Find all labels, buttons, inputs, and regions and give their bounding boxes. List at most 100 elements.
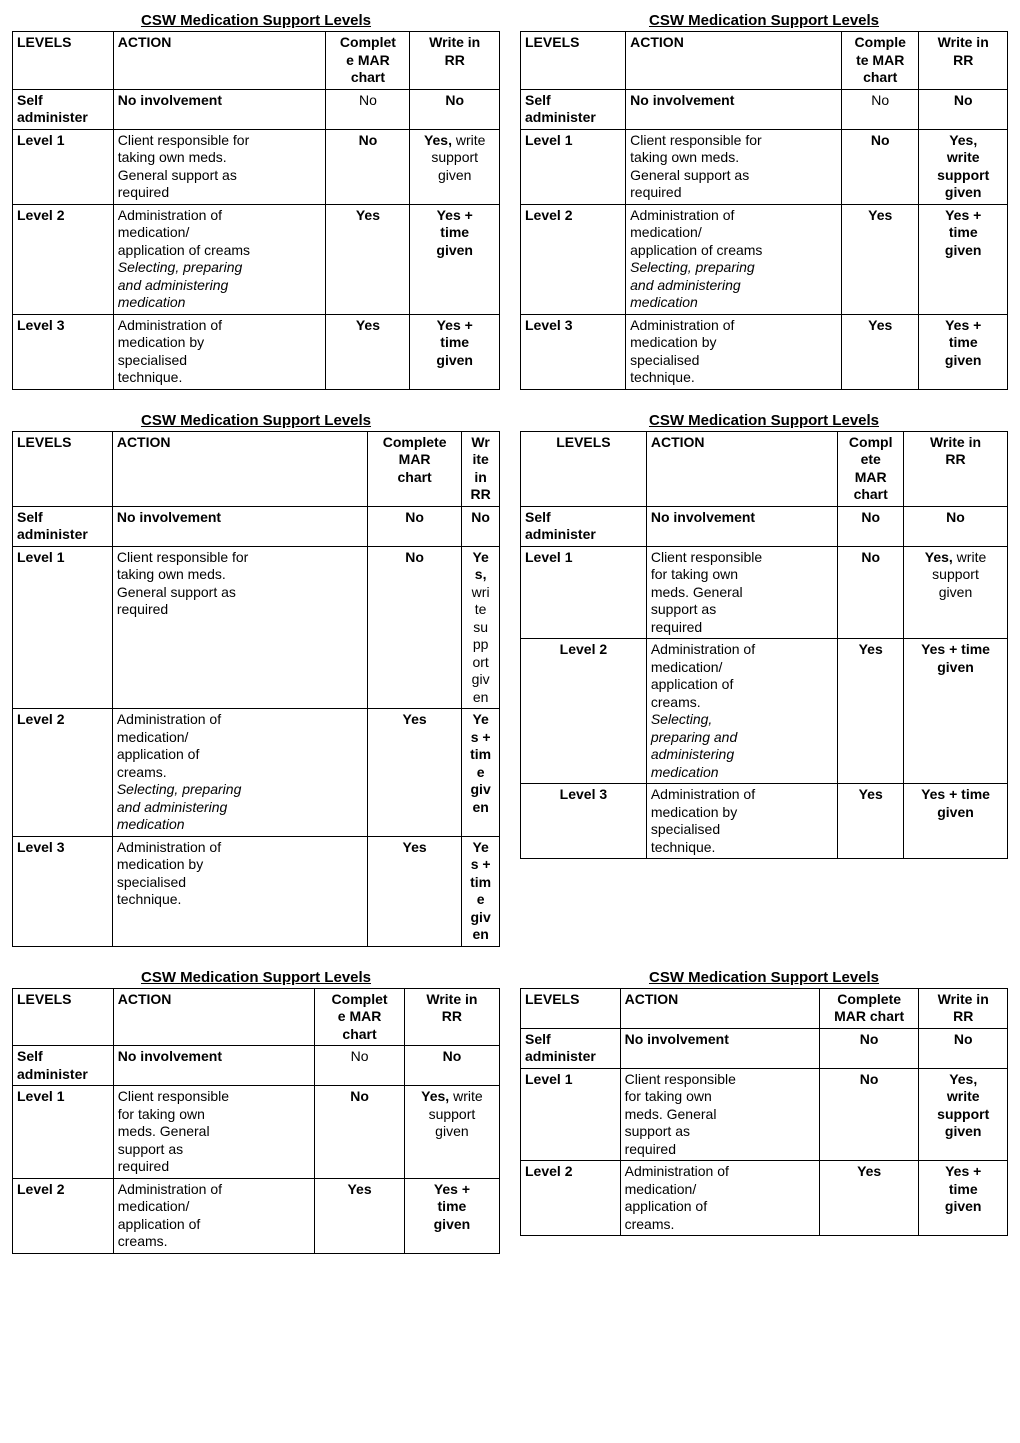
cell-rr: Yes +timegiven bbox=[919, 1161, 1008, 1236]
cell-rr: Yes,writesupportgiven bbox=[919, 1068, 1008, 1161]
cell-level: Level 2 bbox=[521, 204, 626, 314]
cell-mar: No bbox=[367, 506, 461, 546]
cell-mar: Yes bbox=[841, 204, 918, 314]
support-table-6: LEVELS ACTION CompleteMAR chart Write in… bbox=[520, 988, 1008, 1237]
table-block-5: CSW Medication Support Levels LEVELS ACT… bbox=[12, 969, 500, 1254]
col-mar: Complete MARchart bbox=[841, 32, 918, 90]
cell-level: Selfadminister bbox=[521, 89, 626, 129]
header-row: LEVELS ACTION CompleteMAR chart Write in… bbox=[521, 988, 1008, 1028]
table-row: Level 2 Administration ofmedication/appl… bbox=[521, 639, 1008, 784]
cell-rr: Yes,writesupportgiven bbox=[462, 546, 500, 709]
col-mar: CompleteMAR chart bbox=[819, 988, 919, 1028]
cell-action: Administration ofmedication/application … bbox=[626, 204, 842, 314]
col-action: ACTION bbox=[620, 988, 819, 1028]
table-row: Level 2 Administration ofmedication/appl… bbox=[13, 1178, 500, 1253]
table-row: Level 3 Administration ofmedication bysp… bbox=[13, 314, 500, 389]
cell-action: Client responsiblefor taking ownmeds. Ge… bbox=[620, 1068, 819, 1161]
cell-mar: No bbox=[838, 546, 904, 639]
cell-mar: Yes bbox=[819, 1161, 919, 1236]
cell-level: Level 3 bbox=[13, 314, 114, 389]
cell-action: Administration ofmedication/application … bbox=[646, 639, 838, 784]
table-row: Level 1 Client responsible fortaking own… bbox=[13, 129, 500, 204]
cell-mar: Yes bbox=[838, 639, 904, 784]
cell-action: Client responsible fortaking own meds.Ge… bbox=[112, 546, 367, 709]
cell-action: No involvement bbox=[112, 506, 367, 546]
col-levels: LEVELS bbox=[521, 32, 626, 90]
table-title: CSW Medication Support Levels bbox=[520, 12, 1008, 29]
cell-rr: No bbox=[462, 506, 500, 546]
cell-level: Selfadminister bbox=[521, 1028, 621, 1068]
col-mar: CompleteMARchart bbox=[367, 431, 461, 506]
cell-mar: No bbox=[315, 1086, 405, 1179]
table-row: Level 1 Client responsiblefor taking own… bbox=[521, 546, 1008, 639]
col-levels: LEVELS bbox=[13, 431, 113, 506]
cell-action: Client responsible fortaking own meds.Ge… bbox=[626, 129, 842, 204]
cell-action: Administration ofmedication/application … bbox=[620, 1161, 819, 1236]
header-row: LEVELS ACTION CompleteMARchart Write inR… bbox=[521, 431, 1008, 506]
cell-action: Administration ofmedication byspecialise… bbox=[626, 314, 842, 389]
cell-action: No involvement bbox=[620, 1028, 819, 1068]
cell-mar: No bbox=[326, 129, 410, 204]
header-row: LEVELS ACTION Complete MARchart Write in… bbox=[521, 32, 1008, 90]
support-table-5: LEVELS ACTION Complete MARchart Write in… bbox=[12, 988, 500, 1254]
cell-mar: No bbox=[841, 89, 918, 129]
cell-mar: Yes bbox=[367, 836, 461, 946]
cell-level: Level 3 bbox=[521, 314, 626, 389]
support-table-4: LEVELS ACTION CompleteMARchart Write inR… bbox=[520, 431, 1008, 860]
table-title: CSW Medication Support Levels bbox=[12, 969, 500, 986]
cell-level: Level 1 bbox=[13, 546, 113, 709]
cell-level: Selfadminister bbox=[13, 1046, 114, 1086]
col-rr: Write inRR bbox=[410, 32, 500, 90]
cell-mar: No bbox=[315, 1046, 405, 1086]
cell-level: Level 1 bbox=[521, 129, 626, 204]
cell-level: Level 2 bbox=[521, 639, 647, 784]
col-action: ACTION bbox=[646, 431, 838, 506]
cell-rr: Yes + timegiven bbox=[904, 639, 1008, 784]
col-mar: CompleteMARchart bbox=[838, 431, 904, 506]
cell-rr: Yes +timegiven bbox=[410, 314, 500, 389]
cell-action: Administration ofmedication byspecialise… bbox=[646, 784, 838, 859]
table-title: CSW Medication Support Levels bbox=[520, 969, 1008, 986]
table-row: Level 1 Client responsible fortaking own… bbox=[13, 546, 500, 709]
cell-level: Selfadminister bbox=[13, 89, 114, 129]
table-title: CSW Medication Support Levels bbox=[12, 12, 500, 29]
col-levels: LEVELS bbox=[521, 431, 647, 506]
table-row: Selfadminister No involvement No No bbox=[13, 1046, 500, 1086]
col-action: ACTION bbox=[113, 988, 315, 1046]
table-row: Level 2 Administration ofmedication/appl… bbox=[13, 709, 500, 837]
table-row: Level 1 Client responsiblefor taking own… bbox=[521, 1068, 1008, 1161]
col-levels: LEVELS bbox=[13, 988, 114, 1046]
cell-rr: Yes +timegiven bbox=[410, 204, 500, 314]
table-row: Level 2 Administration ofmedication/appl… bbox=[13, 204, 500, 314]
support-table-1: LEVELS ACTION Complete MARchart Write in… bbox=[12, 31, 500, 390]
cell-action: Client responsiblefor taking ownmeds. Ge… bbox=[646, 546, 838, 639]
cell-level: Selfadminister bbox=[13, 506, 113, 546]
col-rr: WriteinRR bbox=[462, 431, 500, 506]
col-mar: Complete MARchart bbox=[315, 988, 405, 1046]
cell-level: Selfadminister bbox=[521, 506, 647, 546]
cell-action: No involvement bbox=[626, 89, 842, 129]
header-row: LEVELS ACTION CompleteMARchart WriteinRR bbox=[13, 431, 500, 506]
cell-action: Administration ofmedication byspecialise… bbox=[112, 836, 367, 946]
cell-action: No involvement bbox=[113, 1046, 315, 1086]
col-action: ACTION bbox=[112, 431, 367, 506]
cell-rr: Yes, writesupportgiven bbox=[410, 129, 500, 204]
cell-mar: No bbox=[819, 1028, 919, 1068]
table-block-3: CSW Medication Support Levels LEVELS ACT… bbox=[12, 412, 500, 947]
cell-rr: Yes +timegiven bbox=[919, 314, 1008, 389]
cell-rr: Yes +timegiven bbox=[404, 1178, 499, 1253]
col-action: ACTION bbox=[113, 32, 326, 90]
support-table-3: LEVELS ACTION CompleteMARchart WriteinRR… bbox=[12, 431, 500, 947]
col-rr: Write inRR bbox=[404, 988, 499, 1046]
cell-rr: No bbox=[404, 1046, 499, 1086]
header-row: LEVELS ACTION Complete MARchart Write in… bbox=[13, 988, 500, 1046]
cell-action: Client responsiblefor taking ownmeds. Ge… bbox=[113, 1086, 315, 1179]
cell-mar: Yes bbox=[315, 1178, 405, 1253]
table-row: Selfadminister No involvement No No bbox=[13, 506, 500, 546]
cell-mar: No bbox=[326, 89, 410, 129]
cell-rr: Yes,writesupportgiven bbox=[919, 129, 1008, 204]
table-row: Level 1 Client responsiblefor taking own… bbox=[13, 1086, 500, 1179]
cell-mar: Yes bbox=[841, 314, 918, 389]
cell-mar: No bbox=[838, 506, 904, 546]
table-row: Level 2 Administration ofmedication/appl… bbox=[521, 204, 1008, 314]
